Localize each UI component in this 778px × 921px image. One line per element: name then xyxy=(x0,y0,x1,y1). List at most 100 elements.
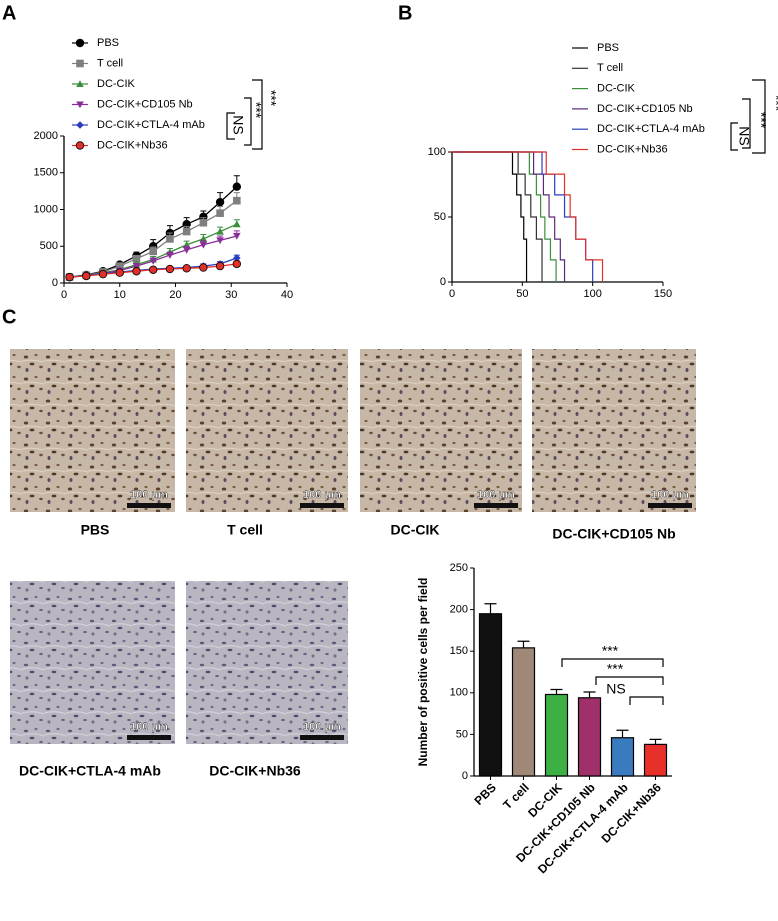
micrograph xyxy=(532,349,696,512)
y-tick-label: 250 xyxy=(450,562,468,574)
scale-bar-label: 100 μm xyxy=(651,489,689,501)
bar xyxy=(577,697,602,777)
error-bar xyxy=(517,640,530,648)
legend-label: DC-CIK+Nb36 xyxy=(97,139,168,151)
y-tick-label: 0 xyxy=(440,276,446,288)
error-bar xyxy=(616,729,629,738)
marker xyxy=(166,235,174,243)
y-tick-label: 200 xyxy=(450,604,468,616)
marker xyxy=(215,261,225,271)
x-tick-label: PBS xyxy=(472,780,499,807)
marker xyxy=(199,241,208,249)
legend-label: T cell xyxy=(97,57,123,69)
y-tick-label: 2000 xyxy=(34,130,58,142)
x-tick-label: 150 xyxy=(654,288,672,300)
scale-bar-label: 100 μm xyxy=(130,489,168,501)
marker xyxy=(82,271,91,281)
micrograph xyxy=(10,581,175,744)
significance-label: NS xyxy=(606,681,625,697)
legend-label: DC-CIK xyxy=(97,78,136,90)
marker xyxy=(233,196,241,205)
marker xyxy=(166,252,174,259)
micrograph xyxy=(186,581,348,744)
micrograph xyxy=(186,349,348,512)
bar xyxy=(478,613,503,777)
x-tick-label: 50 xyxy=(516,288,528,300)
panel-label: C xyxy=(2,306,16,328)
marker xyxy=(215,197,225,207)
legend-marker xyxy=(75,38,85,48)
marker xyxy=(182,227,191,236)
marker xyxy=(132,263,141,270)
marker xyxy=(148,265,158,274)
scale-bar xyxy=(474,503,518,508)
scale-bar xyxy=(300,503,344,508)
x-tick-label: 0 xyxy=(449,288,455,300)
y-tick-label: 100 xyxy=(450,687,468,699)
x-tick-label: 10 xyxy=(114,289,126,301)
legend-label: DC-CIK+Nb36 xyxy=(597,143,668,155)
significance-label: *** xyxy=(263,90,279,107)
significance-bracket xyxy=(226,112,235,140)
legend-marker xyxy=(76,80,84,88)
y-tick-label: 500 xyxy=(40,240,58,252)
marker xyxy=(182,264,191,273)
legend-label: T cell xyxy=(597,62,623,74)
significance-bracket xyxy=(244,97,252,146)
survival-curve xyxy=(452,151,566,282)
significance-label: *** xyxy=(602,643,619,659)
legend-label: PBS xyxy=(597,42,619,54)
scale-bar xyxy=(300,735,344,740)
significance-bracket xyxy=(752,79,766,154)
significance-label: NS xyxy=(736,126,752,145)
marker xyxy=(232,182,242,191)
marker xyxy=(233,220,241,228)
x-tick-label: 100 xyxy=(583,288,601,300)
x-tick-label: 0 xyxy=(61,289,67,301)
error-bar xyxy=(484,603,497,614)
scale-bar-label: 100 μm xyxy=(303,489,341,501)
significance-label: *** xyxy=(753,112,769,129)
marker xyxy=(233,232,241,240)
marker xyxy=(216,237,224,245)
scale-bar-label: 100 μm xyxy=(477,489,515,501)
image-caption: DC-CIK+Nb36 xyxy=(209,763,301,779)
scale-bar xyxy=(127,735,171,740)
significance-bracket xyxy=(629,696,664,705)
legend-label: DC-CIK xyxy=(597,83,636,95)
bar xyxy=(544,693,569,777)
y-tick-label: 0 xyxy=(462,770,468,782)
panel-label: B xyxy=(398,2,412,24)
survival-curve xyxy=(452,151,557,282)
legend-marker xyxy=(76,59,84,68)
y-tick-label: 100 xyxy=(428,146,446,158)
image-caption: DC-CIK xyxy=(391,522,440,538)
bar xyxy=(511,647,536,777)
y-tick-label: 150 xyxy=(450,645,468,657)
legend-label: DC-CIK+CTLA-4 mAb xyxy=(97,119,205,131)
image-caption: DC-CIK+CTLA-4 mAb xyxy=(19,763,161,779)
marker xyxy=(132,254,141,263)
image-caption: PBS xyxy=(81,522,110,538)
micrograph xyxy=(360,349,522,512)
marker xyxy=(216,209,224,217)
survival-curve xyxy=(452,151,604,282)
micrograph xyxy=(10,349,175,512)
survival-curve xyxy=(452,151,543,282)
y-tick-label: 50 xyxy=(434,211,446,223)
bar xyxy=(610,737,635,777)
marker xyxy=(132,267,141,276)
significance-bracket xyxy=(595,676,664,685)
image-caption: DC-CIK+CD105 Nb xyxy=(552,526,675,542)
marker xyxy=(199,263,208,272)
legend-label: DC-CIK+CTLA-4 mAb xyxy=(597,123,705,135)
significance-label: *** xyxy=(768,95,778,112)
scale-bar xyxy=(127,503,171,508)
y-tick-label: 1000 xyxy=(34,203,58,215)
significance-bracket xyxy=(561,658,664,667)
x-tick-label: 30 xyxy=(225,289,237,301)
legend-label: DC-CIK+CD105 Nb xyxy=(97,98,193,110)
image-caption: T cell xyxy=(227,522,263,538)
survival-curve xyxy=(452,151,528,282)
